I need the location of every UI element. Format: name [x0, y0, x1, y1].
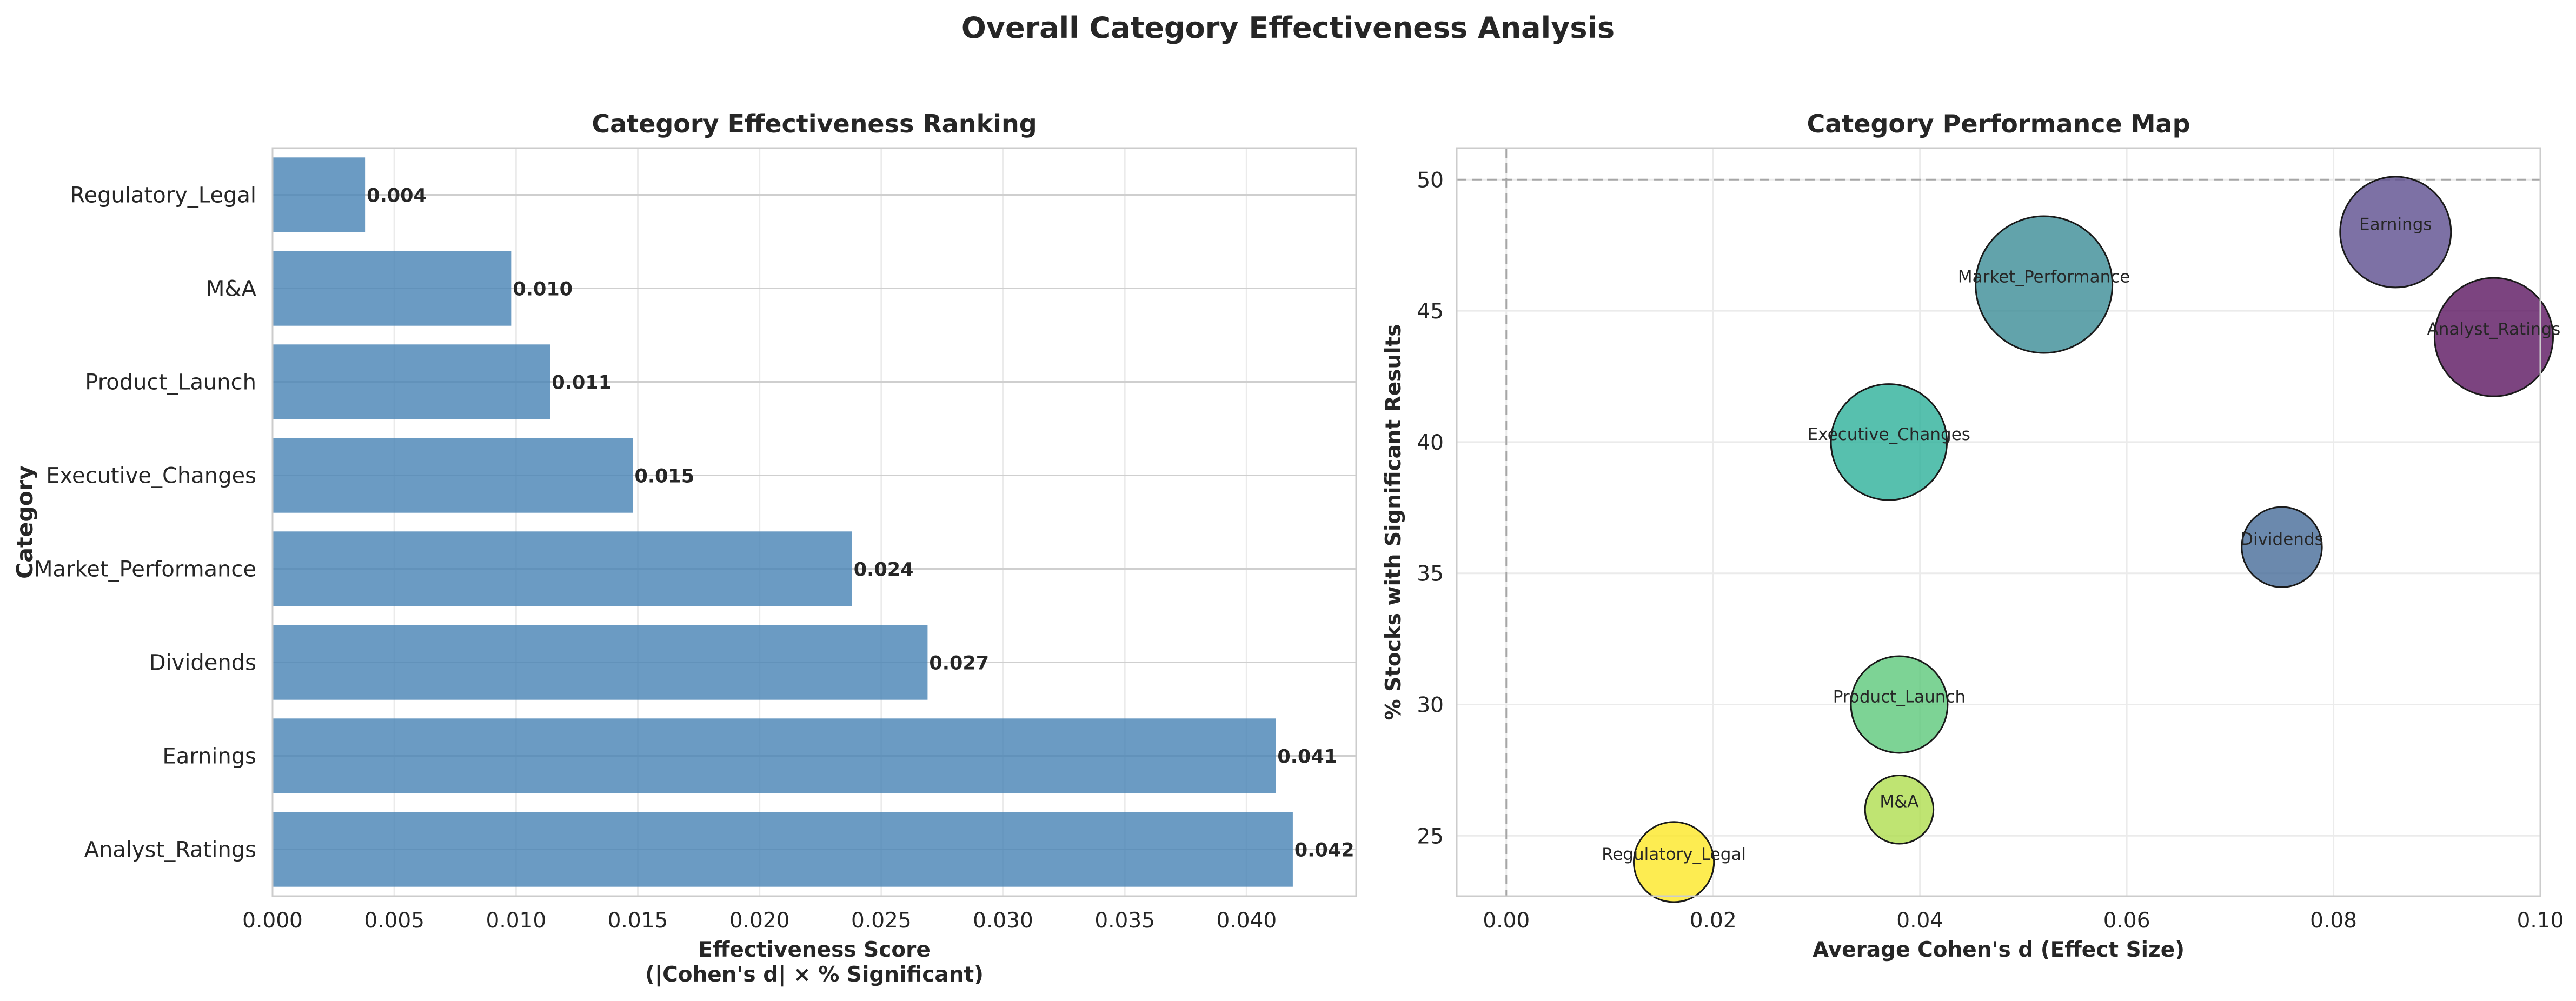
bar: [273, 344, 550, 419]
bar: [273, 157, 366, 232]
scatter-x-tick-label: 0.06: [2103, 909, 2150, 933]
bar-chart-title: Category Effectiveness Ranking: [592, 109, 1037, 138]
scatter-chart-title: Category Performance Map: [1807, 109, 2190, 138]
scatter-bubble: [2339, 176, 2452, 289]
bar-x-tick-labels: 0.000 0.005 0.010 0.015 0.020 0.025 0.030 0.035…: [242, 909, 1277, 933]
scatter-x-tick-label: 0.02: [1690, 909, 1737, 933]
scatter-x-tick-label: 0.04: [1896, 909, 1943, 933]
scatter-x-tick-label: 0.10: [2517, 909, 2564, 933]
bar-category-label: Product_Launch: [85, 370, 256, 395]
bar-x-tick-label: 0.010: [486, 909, 547, 933]
scatter-y-tick-label: 35: [1417, 562, 1444, 586]
scatter-chart: Earnings Market_Performance Analyst_Rating…: [1382, 109, 2564, 962]
bar-x-axis-label-line2: (|Cohen's d| × % Significant): [645, 963, 984, 987]
scatter-y-tick-label: 50: [1417, 168, 1444, 192]
scatter-point-label: Executive_Changes: [1808, 425, 1970, 444]
scatter-point-label: Earnings: [2359, 215, 2432, 234]
bar: [273, 718, 1276, 793]
scatter-y-tick-label: 30: [1417, 693, 1444, 718]
scatter-y-axis-label: % Stocks with Significant Results: [1382, 324, 1406, 720]
bar-x-tick-label: 0.040: [1217, 909, 1277, 933]
bar-category-label: Dividends: [149, 651, 256, 676]
bar-category-label: Regulatory_Legal: [70, 183, 256, 208]
bar-x-tick-label: 0.020: [729, 909, 790, 933]
scatter-point-label: Market_Performance: [1958, 268, 2130, 287]
bar-plot-frame: [271, 147, 1357, 897]
bar-chart: 0.042 0.041 0.027 0.024 0.015 0.011 0.010 0.004…: [12, 109, 1357, 987]
scatter-y-tick-label: 45: [1417, 299, 1444, 324]
scatter-bubble: [1864, 775, 1935, 845]
bar-x-tick-label: 0.030: [973, 909, 1033, 933]
bar-y-axis-label: Category: [12, 465, 38, 579]
scatter-reference-lines: [1457, 148, 2540, 896]
bar-value-label: 0.024: [854, 559, 914, 581]
bar: [273, 438, 633, 513]
bar-x-tick-label: 0.025: [851, 909, 912, 933]
bar-x-tick-label: 0.000: [242, 909, 303, 933]
bar: [273, 251, 512, 326]
scatter-y-tick-labels: 25 30 35 40 45 50: [1417, 168, 1444, 849]
bar-value-label: 0.004: [367, 185, 427, 207]
bar-value-label: 0.011: [552, 372, 612, 394]
bar-x-axis-label-line1: Effectiveness Score: [698, 938, 931, 962]
scatter-y-tick-label: 25: [1417, 824, 1444, 849]
bar-category-label: Analyst_Ratings: [84, 838, 256, 863]
scatter-point-label: M&A: [1880, 792, 1918, 812]
figure-title: Overall Category Effectiveness Analysis: [961, 11, 1615, 45]
scatter-bubble: [1632, 821, 1715, 903]
scatter-plot-frame: [1456, 147, 2541, 897]
scatter-x-tick-labels: 0.00 0.02 0.04 0.06 0.08 0.10: [1483, 909, 2564, 933]
bar-value-label: 0.042: [1294, 840, 1355, 862]
bar: [273, 812, 1293, 887]
scatter-bubble: [2241, 506, 2323, 588]
scatter-point-label: Analyst_Ratings: [2427, 320, 2561, 339]
scatter-x-tick-label: 0.08: [2310, 909, 2357, 933]
bar-marks: 0.042 0.041 0.027 0.024 0.015 0.011 0.010 0.004: [273, 157, 1355, 887]
scatter-x-tick-label: 0.00: [1483, 909, 1530, 933]
scatter-bubbles: Earnings Market_Performance Analyst_Rating…: [1602, 176, 2561, 903]
scatter-y-tick-label: 40: [1417, 431, 1444, 455]
bar-category-label: Executive_Changes: [46, 464, 256, 489]
scatter-bubble: [1850, 655, 1949, 754]
bar: [273, 625, 928, 700]
bar: [273, 531, 852, 606]
bar-category-label: Market_Performance: [34, 557, 256, 582]
scatter-bubble: [1975, 215, 2114, 354]
bar-x-tick-label: 0.005: [364, 909, 424, 933]
bar-value-label: 0.010: [513, 279, 573, 301]
bar-x-axis-label: Effectiveness Score (|Cohen's d| × % Sign…: [645, 938, 984, 987]
scatter-point-label: Dividends: [2240, 530, 2323, 549]
bar-x-tick-label: 0.035: [1094, 909, 1155, 933]
bar-value-label: 0.041: [1277, 746, 1337, 768]
bar-x-tick-label: 0.015: [608, 909, 668, 933]
bar-category-label: M&A: [206, 277, 257, 302]
bar-category-labels: Analyst_Ratings Earnings Dividends Market_P…: [34, 183, 257, 863]
scatter-x-axis-label: Average Cohen's d (Effect Size): [1813, 938, 2185, 962]
scatter-point-label: Regulatory_Legal: [1602, 845, 1746, 864]
scatter-point-label: Product_Launch: [1833, 688, 1966, 707]
bar-category-label: Earnings: [162, 744, 256, 769]
scatter-bubble: [2433, 277, 2554, 397]
scatter-bubble: [1830, 383, 1948, 501]
bar-value-label: 0.015: [634, 466, 694, 488]
bar-value-label: 0.027: [929, 653, 989, 675]
